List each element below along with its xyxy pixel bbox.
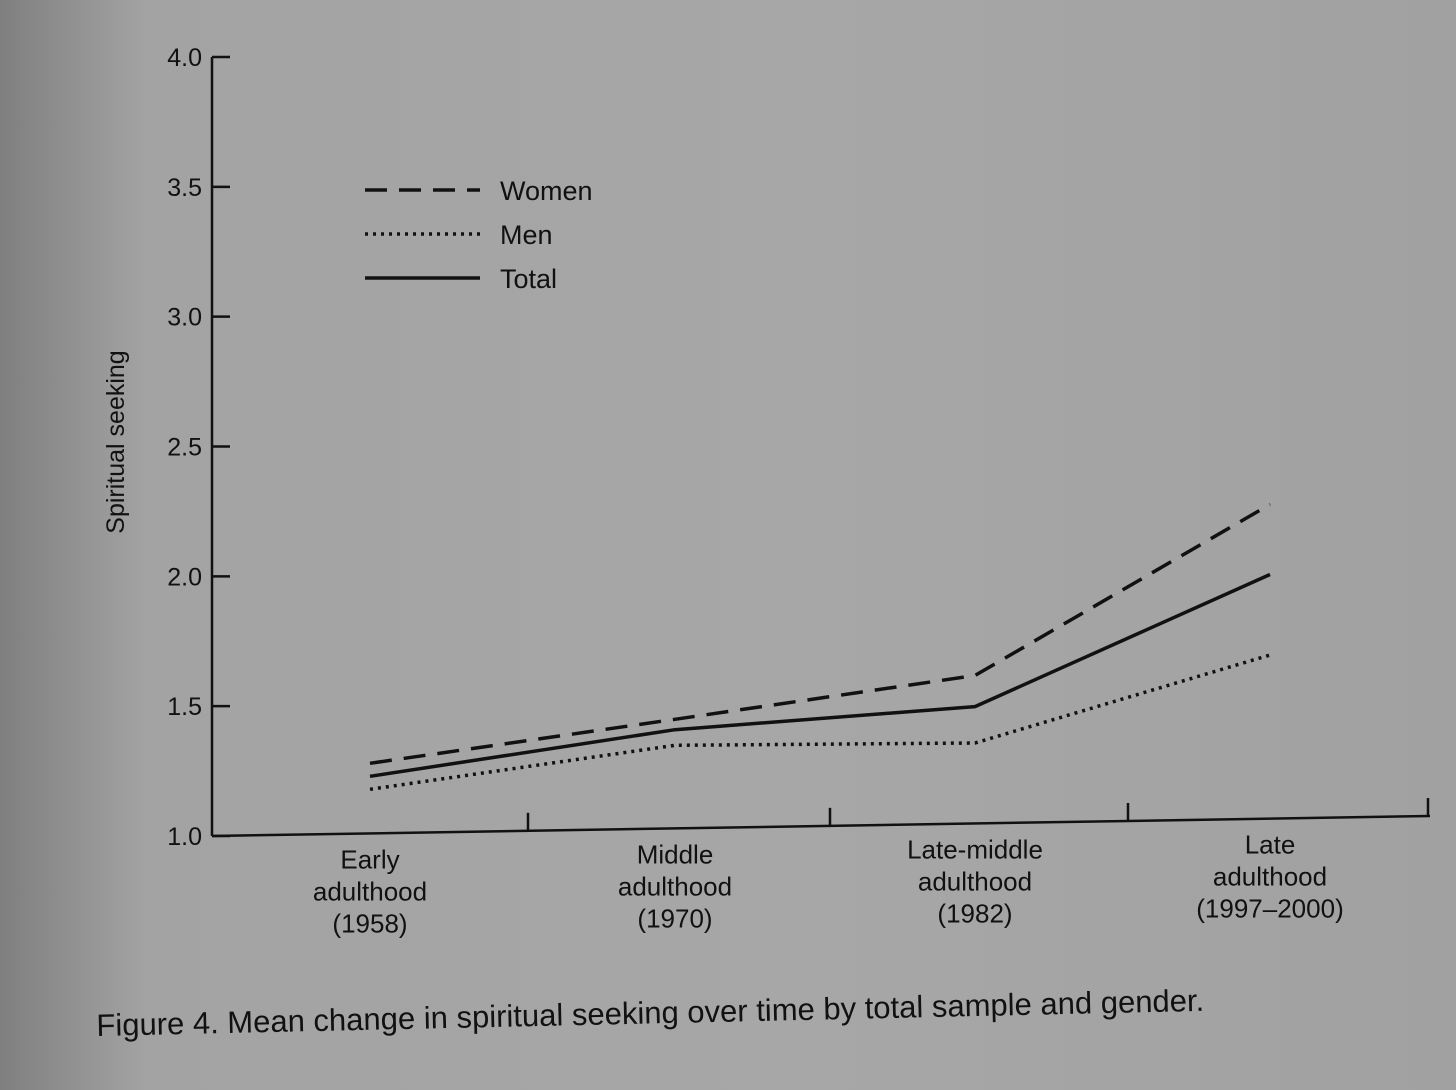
y-tick-label: 3.5 xyxy=(167,174,202,202)
x-tick-label-line: (1982) xyxy=(937,898,1012,928)
x-axis xyxy=(211,814,1431,838)
legend-label-total: Total xyxy=(500,264,557,294)
x-tick-label-line: adulthood xyxy=(313,876,427,906)
x-tick-label-line: Late xyxy=(1245,830,1296,860)
y-axis-label: Spiritual seeking xyxy=(102,350,130,533)
x-tick-label: Early adulthood (1958) xyxy=(313,844,427,938)
x-tick-label-line: Early xyxy=(340,844,399,874)
x-tick-label-line: (1970) xyxy=(637,903,712,933)
x-tick-label-line: (1958) xyxy=(332,908,407,938)
x-tick-label: Late-middle adulthood (1982) xyxy=(907,834,1043,928)
y-tick-label: 4.0 xyxy=(167,44,202,72)
x-tick-label-line: Late-middle xyxy=(907,834,1043,864)
x-tick-label-line: adulthood xyxy=(918,866,1032,896)
x-tick-label: Late adulthood (1997–2000) xyxy=(1196,830,1343,924)
series-line-total xyxy=(369,572,1271,779)
y-tick-label: 2.0 xyxy=(167,563,202,591)
legend-label-men: Men xyxy=(500,220,553,250)
x-tick-label-line: adulthood xyxy=(1213,862,1327,892)
legend-label-women: Women xyxy=(500,176,593,206)
series-line-men xyxy=(369,653,1271,792)
y-tick-label: 1.5 xyxy=(167,693,202,721)
y-tick-label: 1.0 xyxy=(167,823,202,851)
y-tick-label: 3.0 xyxy=(167,304,202,332)
x-tick-label-line: Middle xyxy=(637,839,714,869)
x-tick-label-line: (1997–2000) xyxy=(1196,894,1343,924)
x-tick-label-line: adulthood xyxy=(618,871,732,901)
series-line-women xyxy=(369,502,1271,766)
x-tick-label: Middle adulthood (1970) xyxy=(618,839,732,933)
y-tick-label: 2.5 xyxy=(167,434,202,462)
